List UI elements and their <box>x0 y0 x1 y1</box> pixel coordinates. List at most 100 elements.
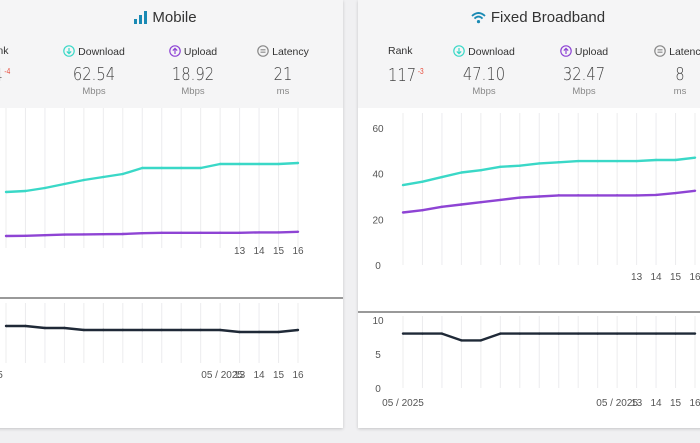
fixed-latency-latency-point <box>674 332 677 335</box>
fixed-speed-upload-point <box>615 194 619 197</box>
mobile-latency-label: Latency <box>272 46 309 58</box>
fixed-latency-latency-point <box>499 332 502 335</box>
fixed-speed-xtick-label: 13 <box>631 272 643 283</box>
mobile-speed-download-point <box>296 161 300 165</box>
fixed-speed-download-point <box>518 164 521 167</box>
fixed-latency-xtick-label: 05 / 2025 <box>596 398 638 409</box>
fixed-rank: Rank 117 -3 <box>388 45 478 86</box>
fixed-speed-upload-point <box>401 211 405 214</box>
mobile-latency-latency-point <box>218 328 222 332</box>
mobile-upload: Upload 18.92 Mbps <box>148 45 238 97</box>
mobile-speed-upload-point <box>180 231 183 234</box>
fixed-title-text: Fixed Broadband <box>490 9 606 26</box>
fixed-latency-xtick-label: 16 <box>689 398 700 409</box>
mobile-latency-unit: ms <box>276 86 290 97</box>
mobile-speed-download-point <box>102 175 105 179</box>
fixed-latency-latency-point <box>440 332 444 335</box>
mobile-latency-xtick-label: 13 <box>234 370 246 381</box>
mobile-speed-upload-point <box>199 231 202 234</box>
mobile-speed-upload-point <box>296 230 300 233</box>
mobile-speed-upload-point <box>218 231 222 234</box>
fixed-latency-latency-point <box>460 339 463 342</box>
fixed-speed-download-point <box>421 180 424 183</box>
fixed-speed-download-point <box>538 162 541 165</box>
fixed-speed-xtick-label: 15 <box>670 272 682 283</box>
mobile-latency-xtick-label: 05 / 2025 <box>0 370 3 381</box>
fixed-rank-change: -3 <box>417 67 424 76</box>
mobile-rank-change: -4 <box>4 67 11 76</box>
fixed-download-value: 47.10 <box>462 64 506 85</box>
mobile-download-unit: Mbps <box>82 86 106 97</box>
fixed-speed-download-point <box>460 171 463 174</box>
mobile-speed-upload-line <box>5 230 299 238</box>
mobile-rank: Rank 74-4 <box>0 45 74 86</box>
download-icon <box>63 45 75 60</box>
fixed-speed-download-point <box>654 158 658 162</box>
mobile-speed-download-point <box>4 190 8 194</box>
mobile-speed-download-point <box>43 186 47 190</box>
fixed-upload-value: 32.47 <box>562 64 606 85</box>
mobile-speed-download-point <box>82 178 86 182</box>
mobile-title: Mobile <box>0 9 343 28</box>
fixed-latency-xtick-label: 05 / 2025 <box>382 398 424 409</box>
mobile-speed-download-point <box>24 189 27 193</box>
mobile-speed-xtick-label: 13 <box>234 246 246 257</box>
wifi-icon <box>471 11 486 28</box>
fixed-latency-latency-point <box>401 332 405 335</box>
mobile-latency-latency-point <box>141 328 144 332</box>
mobile-speed-upload-point <box>277 231 280 234</box>
latency-icon <box>257 45 269 60</box>
fixed-latency-latency-point <box>518 332 521 335</box>
mobile-latency-latency-line <box>6 324 299 334</box>
mobile-speed-upload-point <box>141 232 144 235</box>
fixed-latency-latency-point <box>577 332 580 335</box>
mobile-latency-latency-point <box>43 326 47 330</box>
fixed-speed-upload-point <box>674 191 677 195</box>
mobile-latency-latency-point <box>4 324 8 328</box>
fixed-latency-ytick-label: 10 <box>372 316 384 327</box>
fixed-latency-latency-point <box>596 332 599 335</box>
fixed-latency-value: 8 <box>675 64 685 85</box>
fixed-latency-latency-point <box>538 332 541 335</box>
fixed-speed-upload-point <box>460 203 463 206</box>
fixed-card: Fixed Broadband Rank 117 -3 Download 47.1… <box>358 0 700 428</box>
fixed-speed-download-point <box>596 159 599 163</box>
fixed-latency-xtick-label: 13 <box>631 398 643 409</box>
fixed-speed-download-point <box>499 165 502 169</box>
fixed-speed-download-point <box>674 158 677 162</box>
signal-bars-icon <box>134 11 148 28</box>
fixed-rank-value: 117 <box>388 65 417 86</box>
fixed-latency-latency-point <box>615 332 619 335</box>
mobile-upload-label: Upload <box>183 46 218 58</box>
fixed-speed-ytick-label: 20 <box>372 215 384 226</box>
mobile-latency-latency-point <box>102 328 105 332</box>
fixed-speed-download-point <box>479 169 483 172</box>
mobile-speed-upload-point <box>238 231 241 234</box>
mobile-download-label: Download <box>78 46 125 58</box>
fixed-speed-ytick-label: 60 <box>372 124 384 135</box>
fixed-speed-download-point <box>557 161 560 164</box>
mobile-upload-value: 18.92 <box>171 64 215 85</box>
fixed-speed-ytick-label: 40 <box>372 170 384 181</box>
fixed-speed-xtick-label: 14 <box>651 272 663 283</box>
fixed-speed-upload-point <box>479 201 483 204</box>
fixed-speed-download-point <box>635 159 638 163</box>
mobile-speed-xtick-label: 14 <box>254 246 266 257</box>
fixed-upload: Upload 32.47 Mbps <box>539 45 629 97</box>
mobile-speed-xtick-label: 15 <box>273 246 285 257</box>
mobile-latency-latency-point <box>238 330 241 334</box>
upload-icon <box>560 45 572 60</box>
mobile-speed-upload-point <box>24 234 27 237</box>
fixed-latency-ytick-label: 0 <box>375 384 381 395</box>
mobile-latency-xtick-label: 14 <box>254 370 266 381</box>
fixed-speed-upload-point <box>538 195 541 198</box>
fixed-speed-download-point <box>577 159 580 163</box>
upload-icon <box>169 45 181 60</box>
fixed-rank-label: Rank <box>388 45 413 57</box>
fixed-header: Fixed Broadband Rank 117 -3 Download 47.1… <box>358 0 700 108</box>
mobile-speed-download-point <box>277 162 280 166</box>
mobile-latency-xtick-label: 05 / 2025 <box>201 370 243 381</box>
mobile-speed-download-point <box>63 182 66 186</box>
mobile-speed-download-point <box>199 166 202 170</box>
mobile-latency: Latency 21 ms <box>238 45 328 97</box>
